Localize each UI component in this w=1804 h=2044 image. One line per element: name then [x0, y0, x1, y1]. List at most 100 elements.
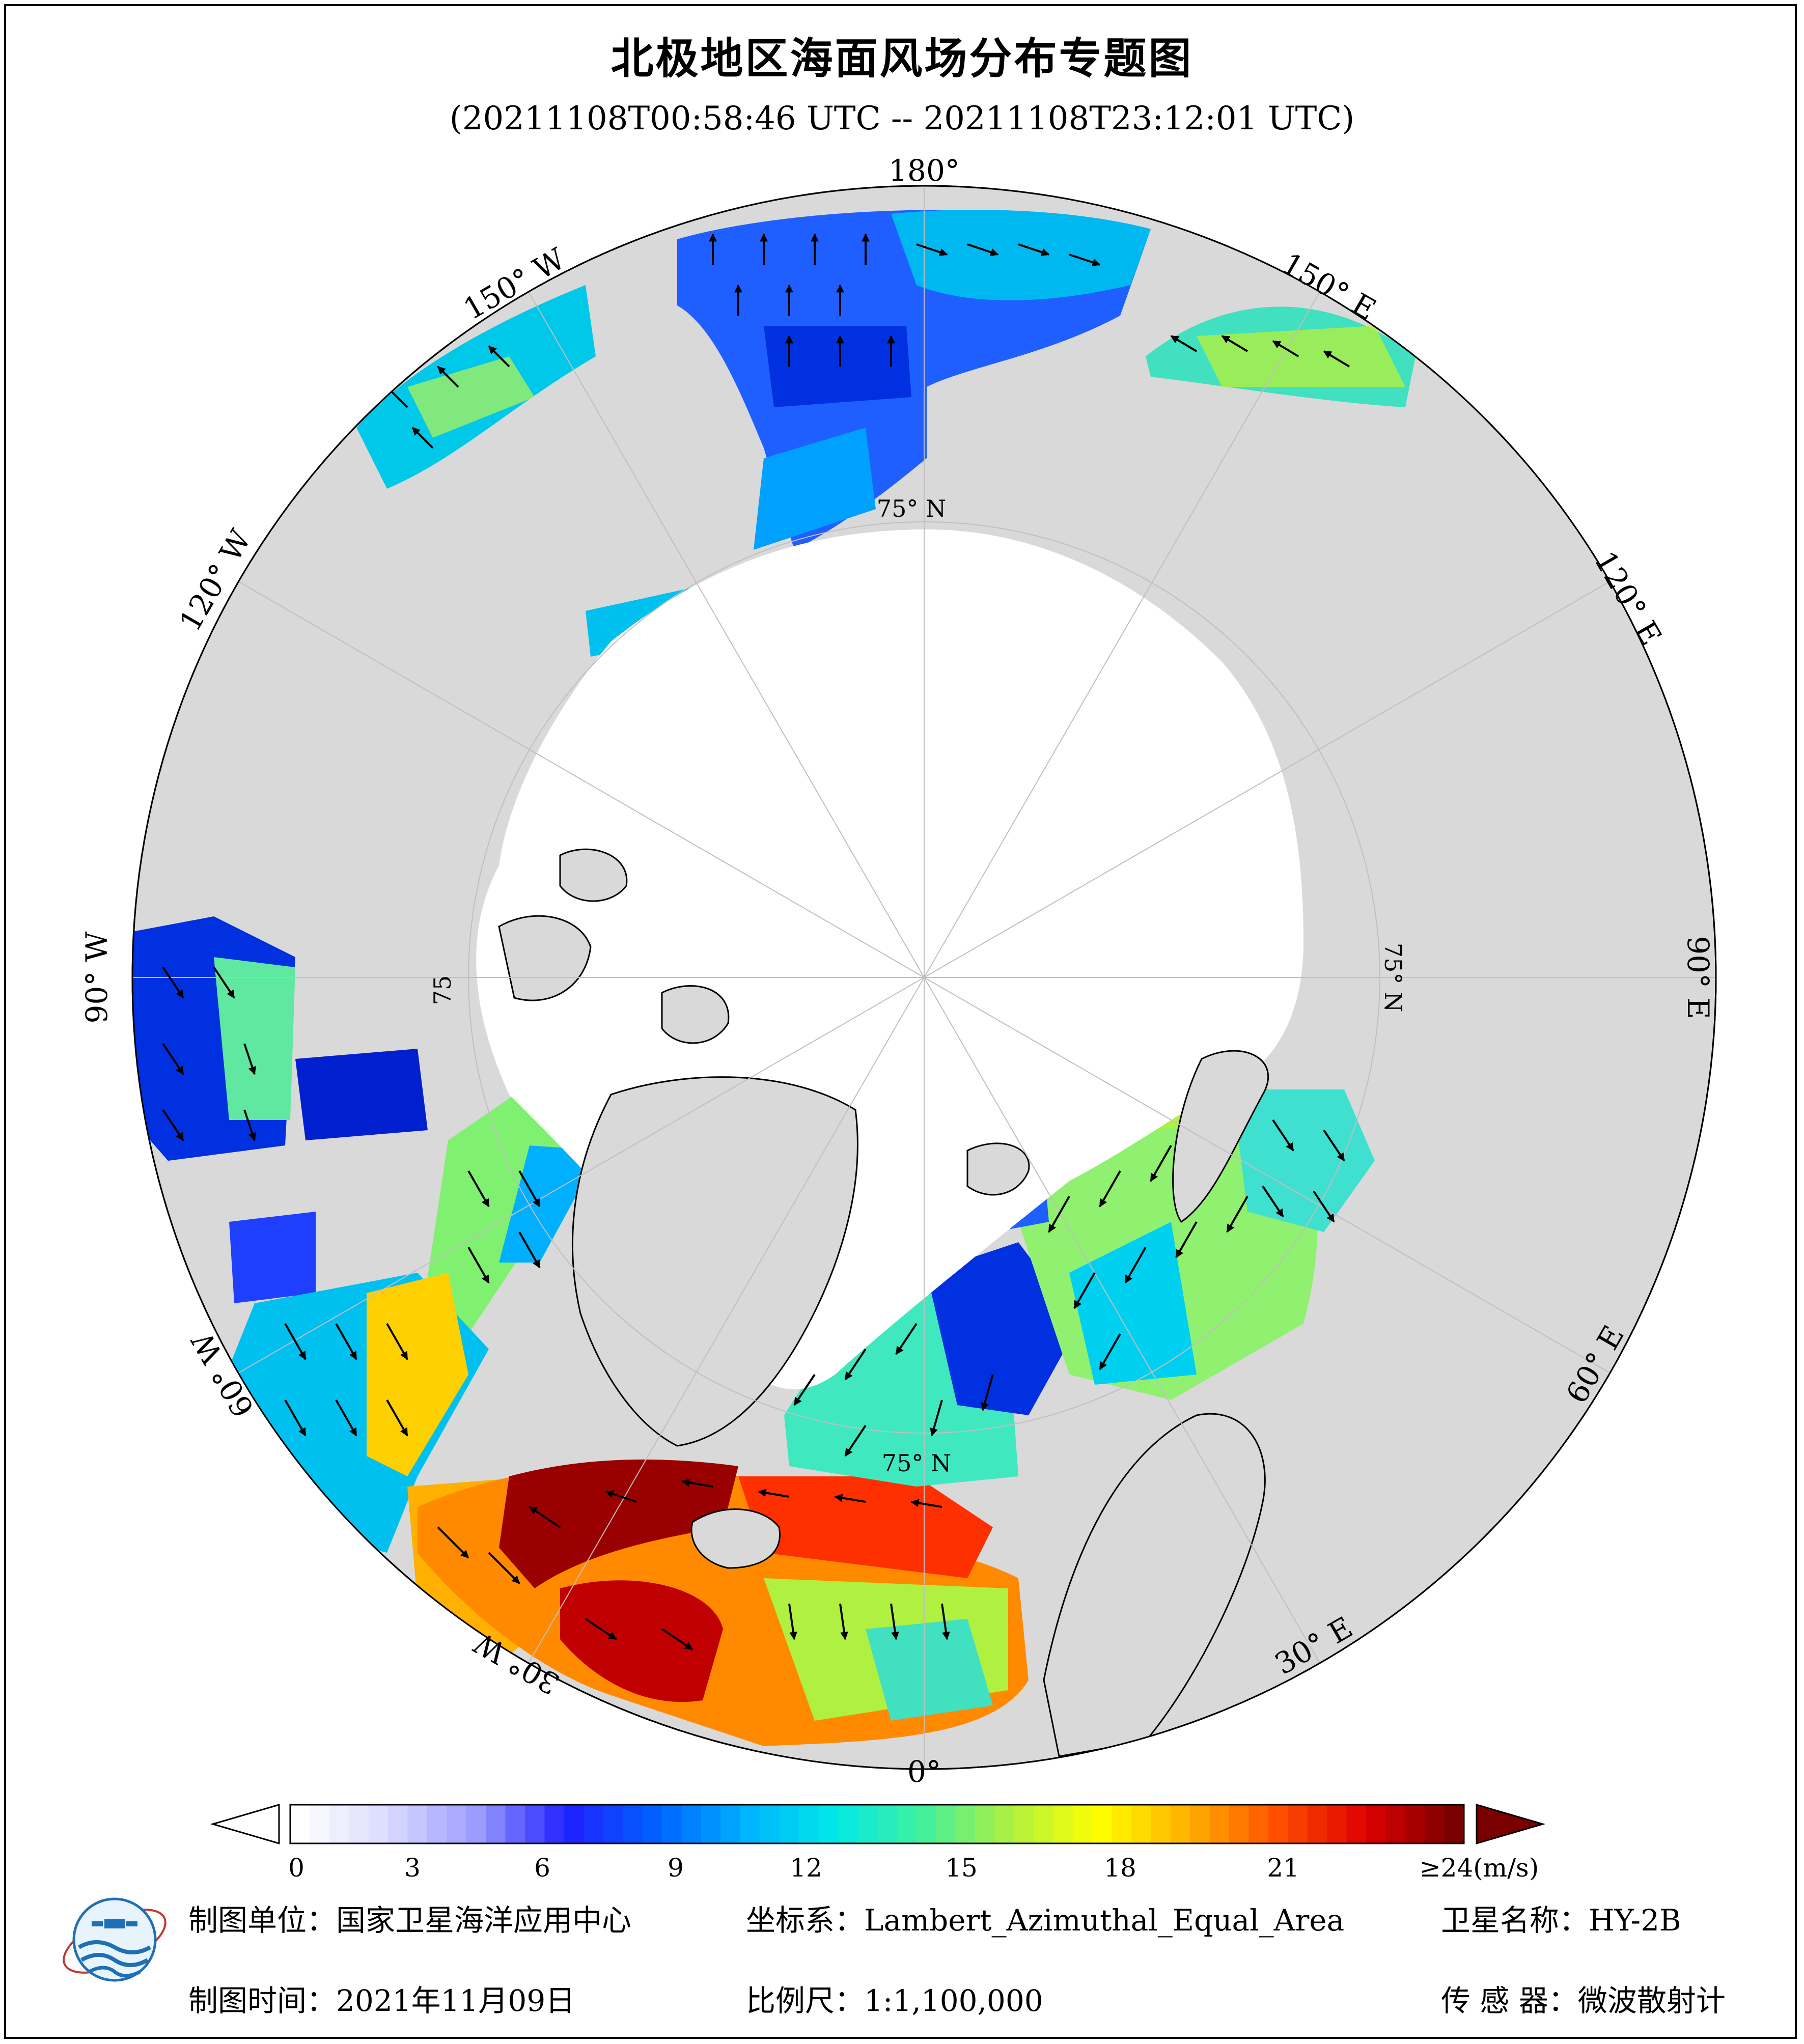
colorbar: [210, 1803, 1546, 1845]
colorbar-segment: [1385, 1805, 1406, 1843]
colorbar-tick-21: 21: [1267, 1853, 1299, 1883]
colorbar-segment: [1268, 1805, 1289, 1843]
scandinavia: [1043, 1413, 1266, 1757]
lat-label-left: 75: [429, 975, 456, 1005]
footer-satellite-label: 卫星名称：: [1441, 1903, 1589, 1938]
greenland: [571, 1076, 858, 1447]
colorbar-segment: [310, 1805, 330, 1843]
colorbar-segment: [329, 1805, 350, 1843]
colorbar-segment: [760, 1805, 780, 1843]
colorbar-segment: [349, 1805, 369, 1843]
footer-scale-label: 比例尺：: [746, 1983, 865, 2018]
map-title: 北极地区海面风场分布专题图: [610, 34, 1194, 83]
colorbar-segment: [1425, 1805, 1445, 1843]
footer-crs-label: 坐标系：: [746, 1903, 865, 1938]
colorbar-tick-18: 18: [1104, 1853, 1136, 1883]
footer-crs: 坐标系：Lambert_Azimuthal_Equal_Area: [746, 1896, 1344, 1939]
colorbar-segment: [447, 1805, 467, 1843]
novaya-zemlya: [1172, 1050, 1269, 1223]
map-frame: [4, 4, 1797, 2039]
footer-date-value: 2021年11月09日: [336, 1983, 575, 2018]
colorbar-segment: [1151, 1805, 1171, 1843]
footer-unit: 制图单位：国家卫星海洋应用中心: [188, 1896, 631, 1939]
footer-scale: 比例尺：1:1,100,000: [746, 1977, 1043, 2020]
colorbar-segment: [994, 1805, 1015, 1843]
colorbar-segment: [1053, 1805, 1073, 1843]
colorbar-segment: [564, 1805, 585, 1843]
colorbar-tick-12: 12: [790, 1853, 822, 1883]
colorbar-segment: [955, 1805, 976, 1843]
colorbar-segment: [1248, 1805, 1269, 1843]
colorbar-segment: [1366, 1805, 1386, 1843]
footer-date-label: 制图时间：: [188, 1983, 337, 2018]
colorbar-segment: [701, 1805, 721, 1843]
colorbar-segment: [1072, 1805, 1093, 1843]
colorbar-segment: [1131, 1805, 1152, 1843]
colorbar-segment: [681, 1805, 702, 1843]
colorbar-segment: [1112, 1805, 1132, 1843]
nsoas-logo-icon: [63, 1897, 166, 1982]
footer-unit-label: 制图单位：: [188, 1903, 337, 1938]
colorbar-segment: [818, 1805, 839, 1843]
lon-label-180: 180°: [889, 153, 960, 188]
colorbar-segment: [975, 1805, 995, 1843]
lat-label-bottom: 75° N: [882, 1449, 951, 1477]
lat-label-right: 75° N: [1379, 943, 1407, 1012]
lon-label-90w: 90° W: [79, 931, 114, 1023]
colorbar-over-arrow: [1476, 1803, 1546, 1845]
colorbar-segment: [1190, 1805, 1210, 1843]
footer-unit-value: 国家卫星海洋应用中心: [336, 1903, 632, 1938]
colorbar-segment: [798, 1805, 819, 1843]
colorbar-segment: [935, 1805, 956, 1843]
colorbar-segment: [505, 1805, 525, 1843]
colorbar-segment: [1170, 1805, 1191, 1843]
colorbar-segment: [427, 1805, 448, 1843]
colorbar-segment: [1092, 1805, 1113, 1843]
colorbar-segment: [525, 1805, 545, 1843]
colorbar-segment: [857, 1805, 878, 1843]
colorbar-segment: [486, 1805, 506, 1843]
latitude-labels: 75° N 75° N 75° N 75: [429, 495, 1407, 1477]
canadian-archipelago: [498, 848, 730, 1044]
lat-label-top: 75° N: [877, 495, 946, 522]
iceland: [690, 1508, 781, 1569]
footer-satellite: 卫星名称：HY-2B: [1441, 1896, 1681, 1939]
colorbar-segment: [407, 1805, 428, 1843]
graticule: [132, 186, 1716, 1769]
svalbard: [966, 1142, 1030, 1196]
colorbar-segment: [1033, 1805, 1054, 1843]
colorbar-segment: [916, 1805, 936, 1843]
colorbar-segment: [1014, 1805, 1034, 1843]
colorbar-segment: [877, 1805, 897, 1843]
colorbar-segment: [388, 1805, 408, 1843]
colorbar-tick-24: ≥24(m/s): [1419, 1853, 1539, 1883]
lon-label-0: 0°: [907, 1754, 941, 1789]
colorbar-tick-labels: 0 3 6 9 12 15 18 21 ≥24(m/s): [0, 1853, 1804, 1894]
colorbar-segment: [661, 1805, 682, 1843]
colorbar-segment: [466, 1805, 487, 1843]
colorbar-tick-15: 15: [945, 1853, 978, 1883]
footer-sensor: 传 感 器：微波散射计: [1441, 1977, 1726, 2020]
footer-scale-value: 1:1,100,000: [864, 1983, 1043, 2018]
colorbar-tick-0: 0: [288, 1853, 304, 1883]
colorbar-segment: [368, 1805, 389, 1843]
colorbar-segment: [720, 1805, 741, 1843]
colorbar-under-arrow-shape: [210, 1803, 280, 1845]
colorbar-segment: [1444, 1805, 1464, 1843]
time-range: (20211108T00:58:46 UTC -- 20211108T23:12…: [449, 100, 1355, 137]
colorbar-segment: [603, 1805, 624, 1843]
colorbar-segment: [623, 1805, 643, 1843]
lon-label-90e: 90° E: [1681, 936, 1715, 1019]
wind-field-kara-sea: [1232, 1089, 1375, 1232]
colorbar-tick-9: 9: [668, 1853, 684, 1883]
wind-vectors: [162, 233, 1350, 1650]
footer-sensor-label: 传 感 器：: [1441, 1983, 1578, 2018]
footer-date: 制图时间：2021年11月09日: [188, 1977, 575, 2020]
colorbar-segment: [779, 1805, 799, 1843]
colorbar-segment: [1229, 1805, 1250, 1843]
colorbar-segment: [290, 1805, 311, 1843]
footer-sensor-value: 微波散射计: [1577, 1983, 1726, 2018]
footer-satellite-value: HY-2B: [1589, 1903, 1681, 1938]
colorbar-segment: [642, 1805, 662, 1843]
colorbar-segment: [1405, 1805, 1426, 1843]
